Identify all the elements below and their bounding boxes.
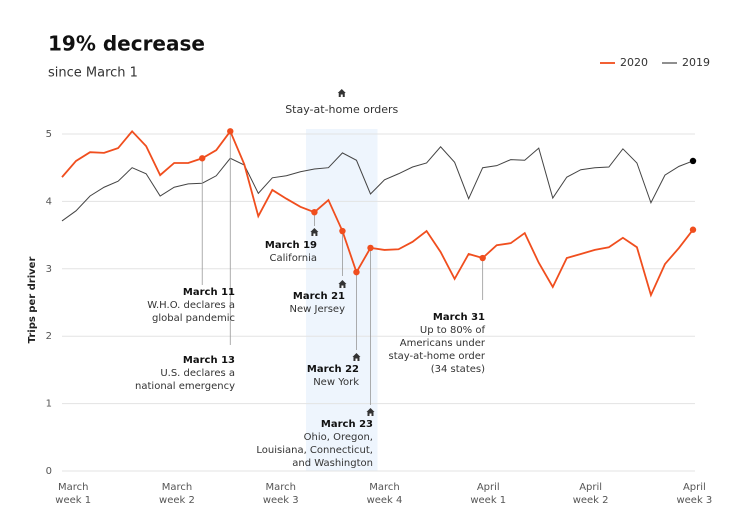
annotation-dot [227,128,234,135]
annotation-dot [339,227,346,235]
end-dot [689,226,697,233]
annotation-text: U.S. declares a [160,368,235,379]
annotation-dot [479,254,486,262]
annotation: March 23 Ohio, Oregon, Louisiana, Connecti… [256,418,373,470]
annotation: March 22 New York [307,363,359,389]
end-dot [689,157,697,165]
annotation-date: March 23 [320,419,373,430]
annotation-text: global pandemic [151,313,235,324]
legend-label: 2019 [682,56,710,69]
annotation-text: Louisiana, Connecticut, [256,445,373,456]
annotation: March 11 W.H.O. declares a global pandemic [147,286,235,325]
annotation-text: stay-at-home order [388,351,485,362]
y-tick-label: 5 [46,129,52,140]
annotation-text: W.H.O. declares a [147,300,235,311]
y-tick-label: 2 [46,331,52,342]
shaded-region [305,129,378,471]
y-tick-label: 1 [46,399,52,410]
annotation: March 21 New Jersey [290,290,345,316]
house-icon-door [355,358,358,361]
house-icon-door [340,94,343,97]
x-tick-label: April week 1 [470,482,507,506]
annotation-dot [353,268,360,276]
house-icon [337,89,346,93]
x-tick-label: March week 2 [159,482,195,506]
x-tick-label: March week 4 [366,482,403,506]
annotation: March 31 Up to 80% of Americans under stay-… [389,311,485,376]
house-icon-door [369,413,372,416]
chart-subtitle: since March 1 [48,66,138,81]
annotation-date: March 19 [264,240,317,251]
annotation-date: March 11 [182,287,235,298]
annotation-dot [199,155,206,162]
series-line [61,146,694,222]
annotation-text: New York [313,377,359,388]
annotation-text: Americans under [399,338,485,349]
y-tick-label: 3 [46,264,52,275]
annotation-text: Ohio, Oregon, [303,432,373,443]
chart-title: 19% decrease [48,32,205,56]
annotation: March 13 U.S. declares a national emergenc… [135,354,235,393]
series-line [61,129,694,298]
annotation-date: March 31 [432,312,485,323]
y-tick-label: 0 [46,466,52,477]
y-axis-label: Trips per driver [27,257,38,344]
annotation-text: (34 states) [430,364,485,375]
y-tick-label: 4 [46,196,52,207]
annotation-text: and Washington [292,458,373,469]
annotation-dot [367,244,374,252]
annotation-dot [311,208,318,216]
house-icon-door [341,285,344,288]
house-icon [310,228,319,232]
annotation-text: Up to 80% of [419,325,485,336]
annotation-text: California [269,253,318,264]
annotation-text: national emergency [135,381,235,392]
annotation-date: March 22 [306,364,359,375]
house-icon-door [313,233,316,236]
house-icon [366,408,375,412]
annotation-date: March 13 [182,355,235,366]
house-icon [338,280,347,284]
x-tick-label: March week 3 [262,482,299,506]
annotation-date: March 21 [292,291,345,302]
x-tick-label: April week 2 [572,482,609,506]
shaded-region-label: Stay-at-home orders [285,103,398,116]
x-tick-label: April week 3 [676,482,713,506]
legend-label: 2020 [620,56,648,69]
annotation-text: New Jersey [289,304,345,315]
x-tick-label: March week 1 [55,482,92,506]
house-icon [352,353,361,357]
annotation: March 19 California [265,239,317,265]
